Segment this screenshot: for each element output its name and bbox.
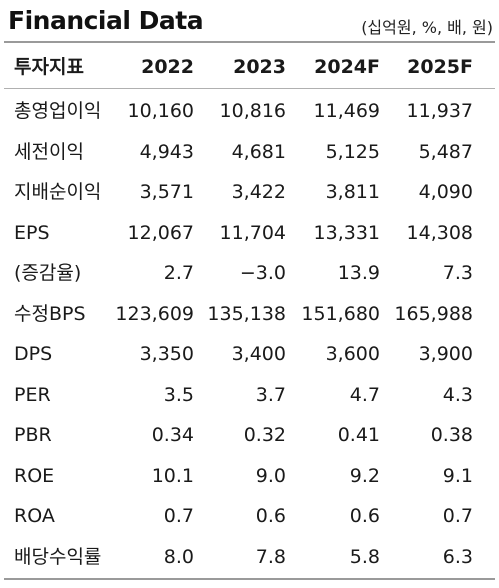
table-cell: 7.3 (442, 262, 473, 284)
table-row: EPS 12,067 11,704 13,331 14,308 (0, 213, 499, 253)
table-cell: 9.0 (255, 464, 286, 487)
row-label: 총영업이익 (14, 100, 102, 122)
table-cell: 0.34 (151, 424, 194, 446)
table-cell: 8.0 (163, 545, 194, 568)
table-cell: 0.41 (337, 424, 380, 446)
table-cell: 0.7 (163, 505, 194, 527)
table-cell: 3,900 (418, 343, 473, 365)
table-cell: 3,400 (231, 343, 286, 365)
table-cell: 11,469 (313, 100, 380, 122)
table-cell: 11,937 (406, 100, 473, 122)
table-cell: 10,816 (219, 100, 286, 122)
table-row: DPS 3,350 3,400 3,600 3,900 (0, 334, 499, 374)
row-label: PER (14, 383, 51, 406)
table-cell: 10.1 (151, 464, 194, 487)
table-cell: 3.7 (255, 383, 286, 406)
table-cell: 9.2 (349, 464, 380, 487)
table-cell: 3.5 (163, 383, 194, 406)
table-row: 세전이익 4,943 4,681 5,125 5,487 (0, 132, 499, 172)
table-cell: 9.1 (442, 464, 473, 487)
row-label: 세전이익 (14, 140, 84, 163)
title-bar: Financial Data (십억원, %, 배, 원) (8, 4, 493, 40)
table-cell: 4,090 (418, 181, 473, 203)
table-row: 배당수익률 8.0 7.8 5.8 6.3 (0, 537, 499, 577)
header-divider (4, 88, 495, 89)
table-cell: 0.7 (442, 505, 473, 527)
table-cell: 135,138 (207, 302, 286, 325)
row-label: PBR (14, 424, 52, 446)
table-row: ROE 10.1 9.0 9.2 9.1 (0, 456, 499, 496)
unit-note: (십억원, %, 배, 원) (361, 18, 493, 37)
table-cell: 151,680 (301, 302, 380, 325)
table-cell: −3.0 (239, 262, 286, 284)
row-label: DPS (14, 343, 53, 365)
row-label: (증감율) (14, 262, 82, 284)
table-cell: 14,308 (406, 221, 473, 244)
table-cell: 0.32 (243, 424, 286, 446)
table-cell: 6.3 (442, 545, 473, 568)
table-header: 투자지표 2022 2023 2024F 2025F (0, 47, 499, 87)
table-cell: 0.38 (430, 424, 473, 446)
table-row: PBR 0.34 0.32 0.41 0.38 (0, 415, 499, 455)
row-label: 배당수익률 (14, 545, 102, 568)
table-cell: 3,350 (139, 343, 194, 365)
top-divider (4, 41, 495, 43)
table-cell: 3,571 (139, 181, 194, 203)
table-row: 지배순이익 3,571 3,422 3,811 4,090 (0, 172, 499, 212)
table-row: (증감율) 2.7 −3.0 13.9 7.3 (0, 253, 499, 293)
row-label: ROE (14, 464, 55, 487)
table-cell: 4.3 (442, 383, 473, 406)
table-cell: 165,988 (394, 302, 473, 325)
header-cell-metric: 투자지표 (14, 56, 84, 78)
header-cell-2024f: 2024F (314, 56, 380, 78)
bottom-divider (4, 578, 495, 580)
table-row: PER 3.5 3.7 4.7 4.3 (0, 375, 499, 415)
table-cell: 3,422 (231, 181, 286, 203)
table-cell: 5.8 (349, 545, 380, 568)
row-label: ROA (14, 505, 55, 527)
table-row: 수정BPS 123,609 135,138 151,680 165,988 (0, 294, 499, 334)
row-label: EPS (14, 221, 50, 244)
table-cell: 3,811 (325, 181, 380, 203)
header-cell-2025f: 2025F (407, 56, 473, 78)
table-cell: 12,067 (127, 221, 194, 244)
table-cell: 0.6 (349, 505, 380, 527)
table-row: 총영업이익 10,160 10,816 11,469 11,937 (0, 91, 499, 131)
table-cell: 7.8 (255, 545, 286, 568)
table-cell: 5,125 (325, 140, 380, 163)
table-row: ROA 0.7 0.6 0.6 0.7 (0, 496, 499, 536)
table-cell: 4,943 (139, 140, 194, 163)
table-cell: 11,704 (219, 221, 286, 244)
row-label: 지배순이익 (14, 181, 102, 203)
table-cell: 5,487 (418, 140, 473, 163)
row-label: 수정BPS (14, 302, 86, 325)
table-cell: 4.7 (349, 383, 380, 406)
table-cell: 2.7 (163, 262, 194, 284)
table-cell: 13.9 (337, 262, 380, 284)
page-title: Financial Data (8, 6, 204, 35)
table-cell: 3,600 (325, 343, 380, 365)
table-cell: 13,331 (313, 221, 380, 244)
table-cell: 0.6 (255, 505, 286, 527)
table-cell: 4,681 (231, 140, 286, 163)
table-cell: 123,609 (115, 302, 194, 325)
header-cell-2023: 2023 (233, 56, 286, 78)
table-cell: 10,160 (127, 100, 194, 122)
header-cell-2022: 2022 (141, 56, 194, 78)
